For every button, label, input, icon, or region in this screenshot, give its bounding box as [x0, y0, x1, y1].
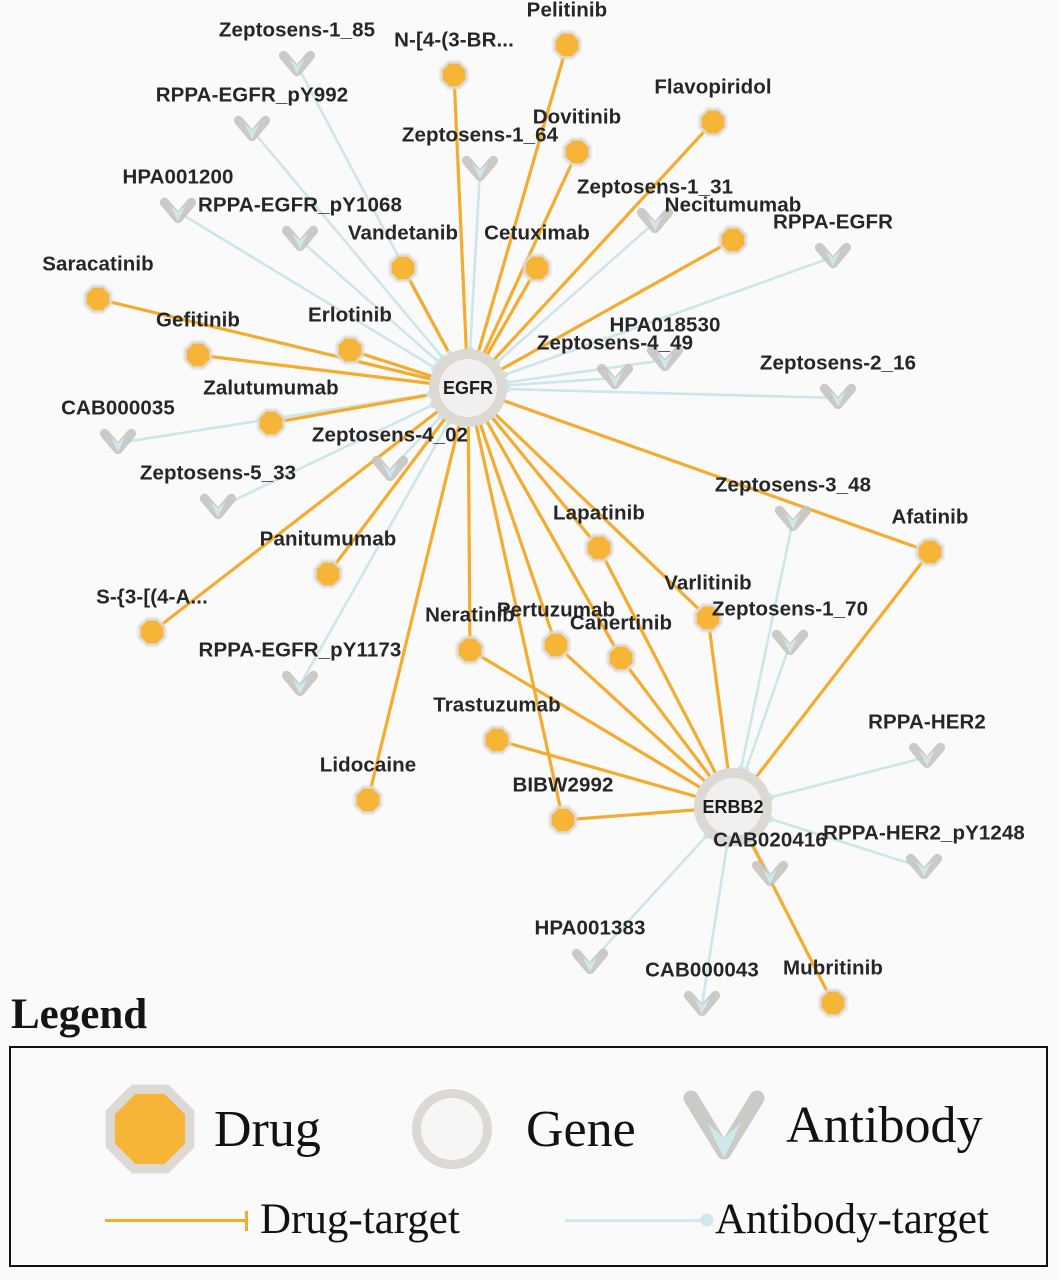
svg-text:EGFR: EGFR — [443, 378, 493, 398]
svg-text:ERBB2: ERBB2 — [702, 797, 763, 817]
